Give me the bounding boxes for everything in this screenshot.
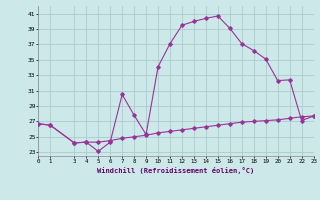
X-axis label: Windchill (Refroidissement éolien,°C): Windchill (Refroidissement éolien,°C) xyxy=(97,167,255,174)
